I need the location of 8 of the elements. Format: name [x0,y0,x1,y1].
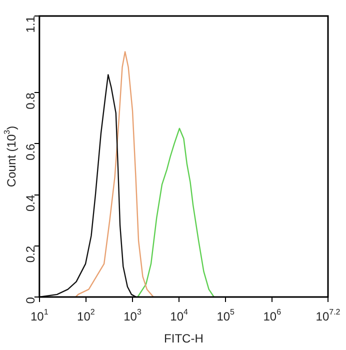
y-tick-label: 0.4 [24,194,38,212]
y-tick-label: 1.1 [24,16,38,33]
y-tick-label: 0.8 [24,92,38,110]
y-axis-title: Count (103) [2,126,18,188]
y-tick-label: 0.6 [24,143,38,160]
x-axis-title: FITC-H [164,331,204,346]
y-tick-label: 0 [24,296,38,304]
y-tick-label: 0.2 [24,246,38,263]
